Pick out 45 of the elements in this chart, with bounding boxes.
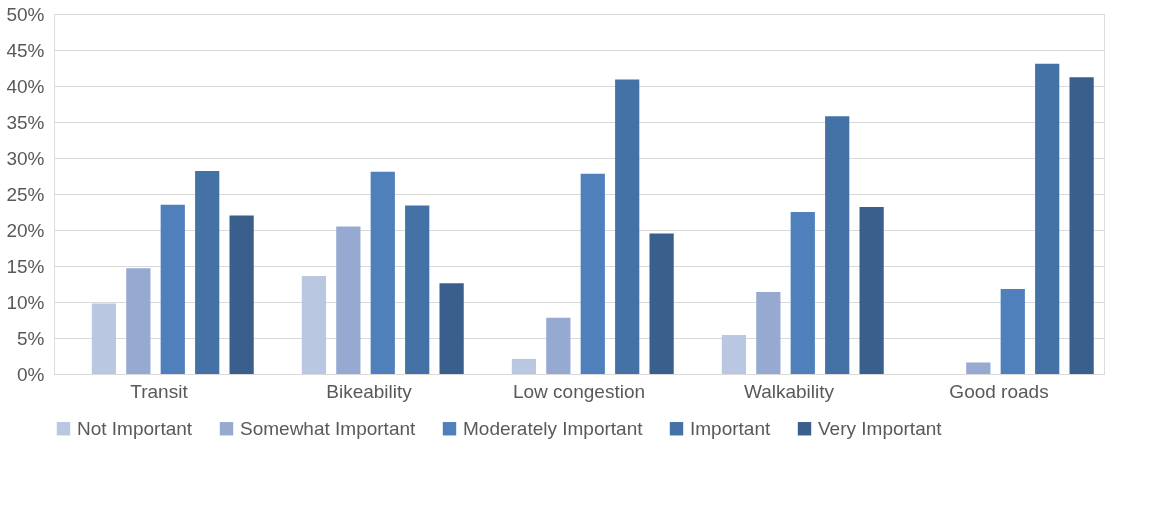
bar <box>370 171 395 374</box>
x-tick-label: Walkability <box>743 380 835 402</box>
y-tick-label: 35% <box>6 111 45 133</box>
y-tick-label: 30% <box>6 147 45 169</box>
bar <box>615 79 640 374</box>
bar <box>580 173 605 374</box>
y-tick-label: 5% <box>17 327 45 349</box>
bar <box>91 303 117 374</box>
bar <box>511 358 537 374</box>
bar <box>966 362 991 374</box>
y-tick-label: 50% <box>6 3 45 25</box>
y-tick-label: 10% <box>6 291 45 313</box>
y-tick-label: 45% <box>6 39 45 61</box>
bar <box>336 226 361 374</box>
bar <box>546 317 571 374</box>
bar <box>790 212 815 374</box>
legend-label: Somewhat Important <box>240 417 417 439</box>
bar <box>405 205 430 374</box>
x-tick-label: Low congestion <box>512 380 646 402</box>
bar <box>1035 63 1060 374</box>
bar <box>756 291 781 374</box>
legend-label: Moderately Important <box>463 417 644 439</box>
bar <box>160 204 185 374</box>
legend-label: Not Important <box>77 417 193 439</box>
y-tick-label: 15% <box>6 255 45 277</box>
bar <box>195 170 220 374</box>
bar <box>229 215 254 374</box>
legend-label: Important <box>690 417 771 439</box>
bar <box>825 116 850 374</box>
bar <box>859 206 884 374</box>
bar <box>126 268 151 374</box>
y-tick-label: 25% <box>6 183 45 205</box>
x-tick-label: Bikeability <box>326 380 413 402</box>
x-tick-label: Transit <box>130 380 189 402</box>
bar <box>1069 77 1094 374</box>
bar <box>721 335 747 374</box>
y-tick-label: 40% <box>6 75 45 97</box>
y-tick-label: 20% <box>6 219 45 241</box>
bar <box>439 283 464 374</box>
legend-label: Very Important <box>818 417 943 439</box>
bar <box>649 233 674 374</box>
y-tick-label: 0% <box>17 363 45 385</box>
bar <box>301 276 327 374</box>
x-tick-label: Good roads <box>949 380 1049 402</box>
bar <box>1000 289 1025 374</box>
